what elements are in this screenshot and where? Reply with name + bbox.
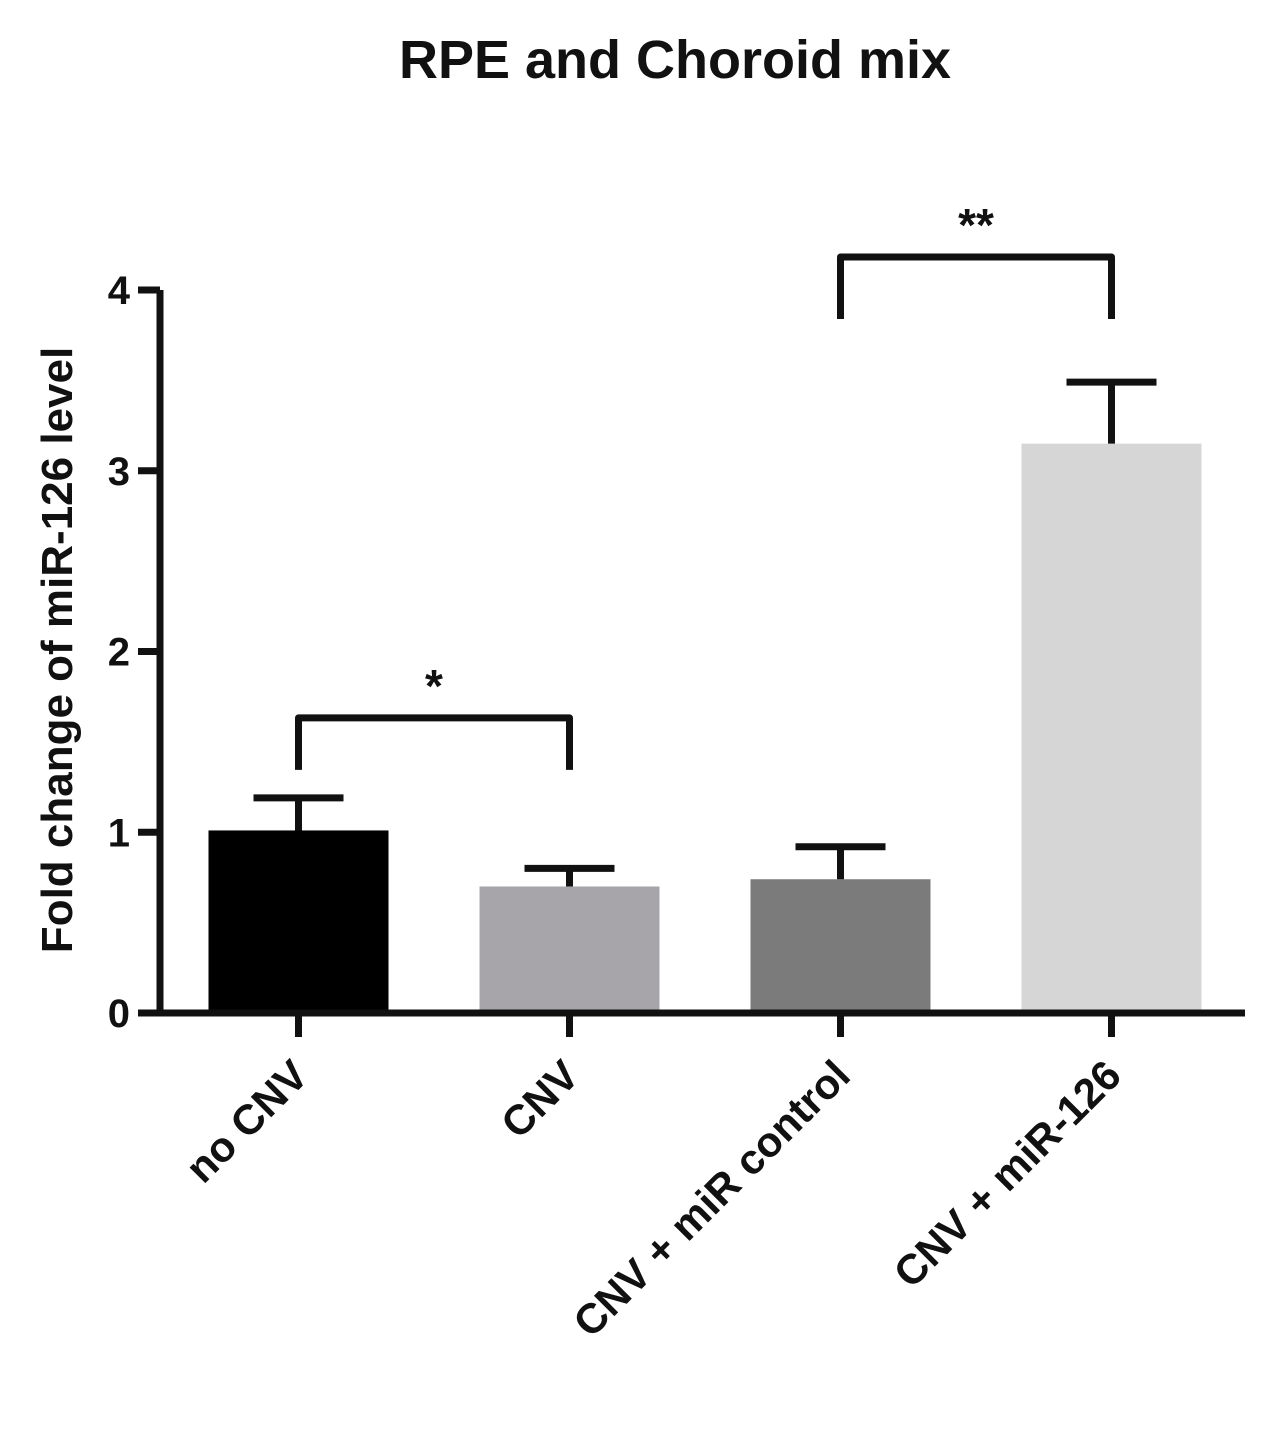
bar-2 [750, 879, 931, 1013]
chart-title: RPE and Choroid mix [399, 30, 951, 90]
y-axis-label: Fold change of miR-126 level [33, 347, 82, 953]
y-tick-label-0: 0 [108, 992, 130, 1036]
x-tick-label-0: no CNV [176, 1051, 316, 1191]
x-tick-label-1: CNV [492, 1051, 588, 1147]
significance-label-1: ** [958, 199, 994, 251]
significance-label-0: * [425, 660, 443, 712]
y-tick-label-1: 1 [108, 811, 130, 855]
y-tick-label-4: 4 [108, 269, 131, 313]
bar-0 [208, 830, 389, 1013]
y-tick-label-2: 2 [108, 631, 130, 675]
x-tick-label-2: CNV + miR control [564, 1051, 859, 1346]
bar-3 [1021, 443, 1202, 1013]
x-tick-label-3: CNV + miR-126 [885, 1051, 1130, 1296]
bar-1 [479, 886, 660, 1013]
y-tick-label-3: 3 [108, 450, 130, 494]
significance-bracket-1 [837, 253, 1115, 319]
significance-bracket-0 [295, 714, 573, 770]
